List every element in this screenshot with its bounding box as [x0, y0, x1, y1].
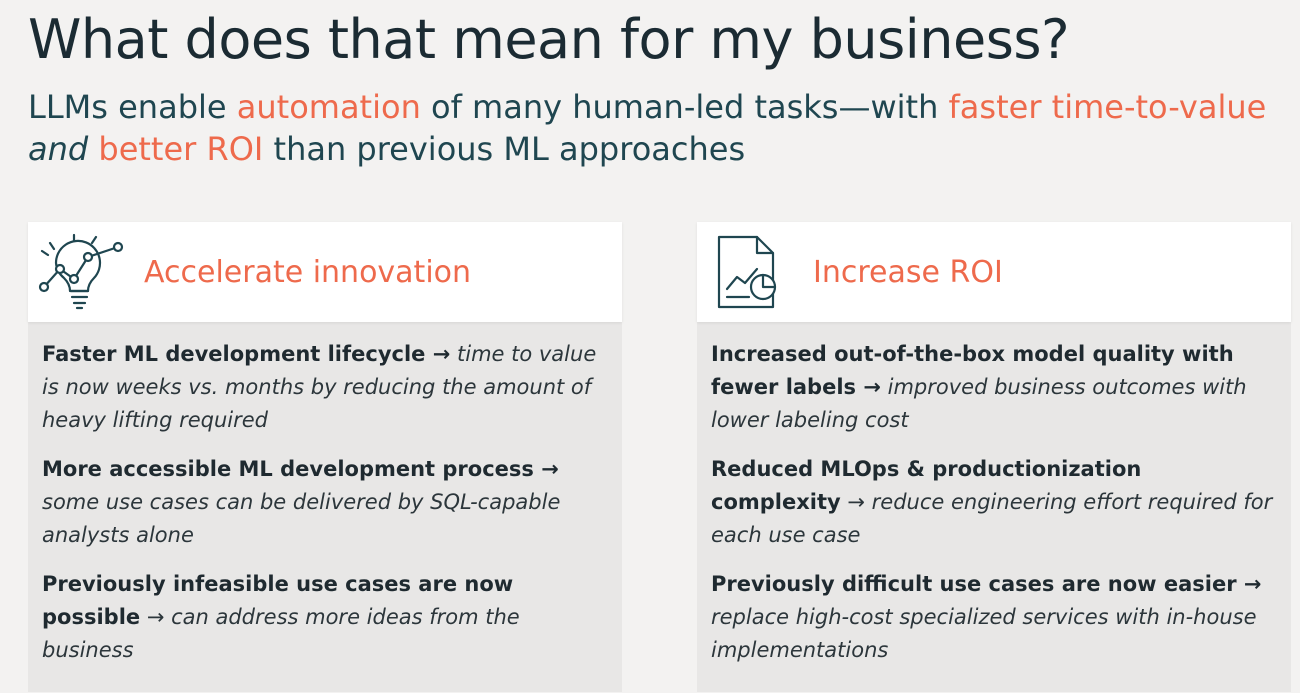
list-item: Previously infeasible use cases are now … [42, 572, 520, 662]
page-subtitle: LLMs enable automation of many human-led… [28, 88, 1267, 168]
list-item: More accessible ML development process →… [42, 457, 561, 547]
card-items: Faster ML development lifecycle → time t… [28, 322, 622, 667]
document-chart-icon [703, 227, 793, 317]
card-items: Increased out-of-the-box model quality w… [697, 322, 1291, 667]
highlight-automation: automation [236, 88, 421, 126]
list-item: Increased out-of-the-box model quality w… [711, 342, 1247, 432]
card-accelerate-innovation: Accelerate innovation Faster ML developm… [28, 222, 622, 692]
page-title: What does that mean for my business? [28, 8, 1070, 71]
card-header: Accelerate innovation [28, 222, 622, 322]
highlight-time-to-value: faster time-to-value [948, 88, 1267, 126]
lightbulb-chart-icon [34, 227, 124, 317]
list-item: Reduced MLOps & productionization comple… [711, 457, 1273, 547]
list-item: Faster ML development lifecycle → time t… [42, 342, 597, 432]
card-header: Increase ROI [697, 222, 1291, 322]
highlight-roi: better ROI [98, 130, 264, 168]
card-title: Accelerate innovation [144, 254, 472, 290]
card-increase-roi: Increase ROI Increased out-of-the-box mo… [697, 222, 1291, 692]
list-item: Previously difficult use cases are now e… [711, 572, 1262, 662]
emphasis-and: and [28, 130, 89, 168]
card-title: Increase ROI [813, 254, 1003, 290]
